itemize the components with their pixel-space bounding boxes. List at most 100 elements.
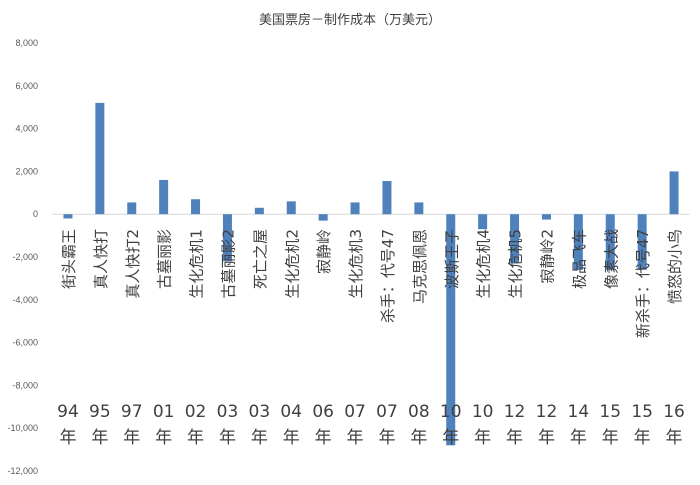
category-year-suffix: 年 — [187, 428, 204, 448]
category-year-suffix: 年 — [506, 428, 523, 448]
category-name: 杀手：代号47 — [379, 229, 397, 323]
y-tick-label: -4,000 — [12, 295, 38, 305]
bar — [605, 214, 615, 270]
bar — [191, 199, 201, 215]
category-label: 生化危机3 07 年 — [344, 229, 366, 448]
category-year: 08 — [408, 402, 430, 422]
bar — [254, 207, 264, 215]
category-label: 街头霸王 94 年 — [57, 229, 79, 448]
category-label: 波斯王子 10 年 — [440, 229, 462, 448]
category-name: 生化危机5 — [507, 229, 525, 299]
bar — [510, 214, 520, 264]
bar — [222, 214, 232, 262]
category-year-suffix: 年 — [347, 428, 364, 448]
category-year-suffix: 年 — [251, 428, 268, 448]
category-label: 杀手：代号47 07 年 — [376, 229, 398, 448]
category-name: 古墓丽影 — [156, 229, 174, 289]
category-label: 古墓丽影2 03 年 — [217, 229, 239, 448]
bar — [637, 214, 647, 270]
category-year: 06 — [312, 402, 334, 422]
category-label: 生化危机4 10 年 — [472, 229, 494, 448]
category-label: 新杀手：代号47 15 年 — [631, 229, 653, 448]
category-year: 02 — [185, 402, 207, 422]
category-year-suffix: 年 — [666, 428, 683, 448]
category-name: 寂静岭 — [315, 229, 333, 274]
category-name: 真人快打 — [92, 229, 110, 289]
y-tick-label: 2,000 — [15, 166, 38, 176]
bar — [541, 214, 551, 220]
category-label: 寂静岭 06 年 — [312, 229, 334, 448]
category-year-suffix: 年 — [315, 428, 332, 448]
category-year-suffix: 年 — [410, 428, 427, 448]
category-year: 12 — [536, 402, 558, 422]
category-year-suffix: 年 — [123, 428, 140, 448]
bar — [63, 214, 73, 219]
bar — [414, 202, 424, 215]
category-label: 生化危机5 12 年 — [504, 229, 526, 448]
category-name: 生化危机2 — [283, 229, 301, 299]
bars — [63, 102, 679, 446]
y-tick-label: -8,000 — [12, 380, 38, 390]
category-year-suffix: 年 — [538, 428, 555, 448]
category-label: 死亡之屋 03 年 — [249, 229, 271, 448]
category-year: 04 — [280, 402, 302, 422]
category-name: 极品飞车 — [570, 229, 588, 289]
category-year: 14 — [568, 402, 590, 422]
y-axis: 8,000 6,000 4,000 2,000 0 -2,000 -4,000 -6,000 -… — [7, 38, 38, 476]
category-name: 街头霸王 — [60, 229, 78, 289]
category-year-suffix: 年 — [442, 428, 459, 448]
category-name: 新杀手：代号47 — [634, 229, 652, 338]
category-year: 95 — [89, 402, 111, 422]
bar — [382, 181, 392, 215]
y-tick-label: 6,000 — [15, 81, 38, 91]
category-year: 01 — [153, 402, 175, 422]
category-name: 生化危机3 — [347, 229, 365, 299]
category-name: 寂静岭2 — [538, 229, 556, 284]
category-year: 15 — [599, 402, 621, 422]
category-label: 愤怒的小鸟 16 年 — [663, 229, 685, 448]
y-tick-label: -2,000 — [12, 252, 38, 262]
category-label: 古墓丽影 01 年 — [153, 229, 175, 448]
category-year: 12 — [504, 402, 526, 422]
category-year: 10 — [440, 402, 462, 422]
category-year: 97 — [121, 402, 143, 422]
bar — [127, 202, 137, 215]
category-name: 愤怒的小鸟 — [666, 229, 684, 304]
category-year: 03 — [249, 402, 271, 422]
category-year: 10 — [472, 402, 494, 422]
category-name: 生化危机1 — [188, 229, 206, 299]
category-year-suffix: 年 — [570, 428, 587, 448]
category-year-suffix: 年 — [219, 428, 236, 448]
category-year: 07 — [376, 402, 398, 422]
category-name: 波斯王子 — [443, 229, 461, 289]
category-year-suffix: 年 — [283, 428, 300, 448]
category-label: 真人快打2 97 年 — [121, 229, 143, 448]
category-label: 生化危机1 02 年 — [185, 229, 207, 448]
category-name: 生化危机4 — [475, 229, 493, 299]
y-tick-label: -12,000 — [7, 466, 38, 476]
bar — [669, 171, 679, 215]
category-year: 16 — [663, 402, 685, 422]
category-name: 像素大战 — [602, 229, 620, 289]
category-name: 马克思佩恩 — [411, 229, 429, 304]
chart-title: 美国票房－制作成本（万美元） — [259, 12, 441, 28]
category-name: 死亡之屋 — [251, 229, 269, 289]
bar — [446, 214, 456, 446]
category-label: 寂静岭2 12 年 — [536, 229, 558, 448]
bar — [478, 214, 488, 230]
y-tick-label: -10,000 — [7, 423, 38, 433]
bar — [318, 214, 328, 221]
category-year-suffix: 年 — [91, 428, 108, 448]
bar — [286, 201, 296, 215]
category-year-suffix: 年 — [634, 428, 651, 448]
category-label: 生化危机2 04 年 — [280, 229, 302, 448]
category-name: 真人快打2 — [124, 229, 142, 299]
bar — [573, 214, 583, 270]
y-tick-label: 0 — [33, 209, 38, 219]
category-label: 真人快打 95 年 — [89, 229, 111, 448]
y-tick-label: 4,000 — [15, 124, 38, 134]
category-year-suffix: 年 — [155, 428, 172, 448]
category-year-suffix: 年 — [474, 428, 491, 448]
